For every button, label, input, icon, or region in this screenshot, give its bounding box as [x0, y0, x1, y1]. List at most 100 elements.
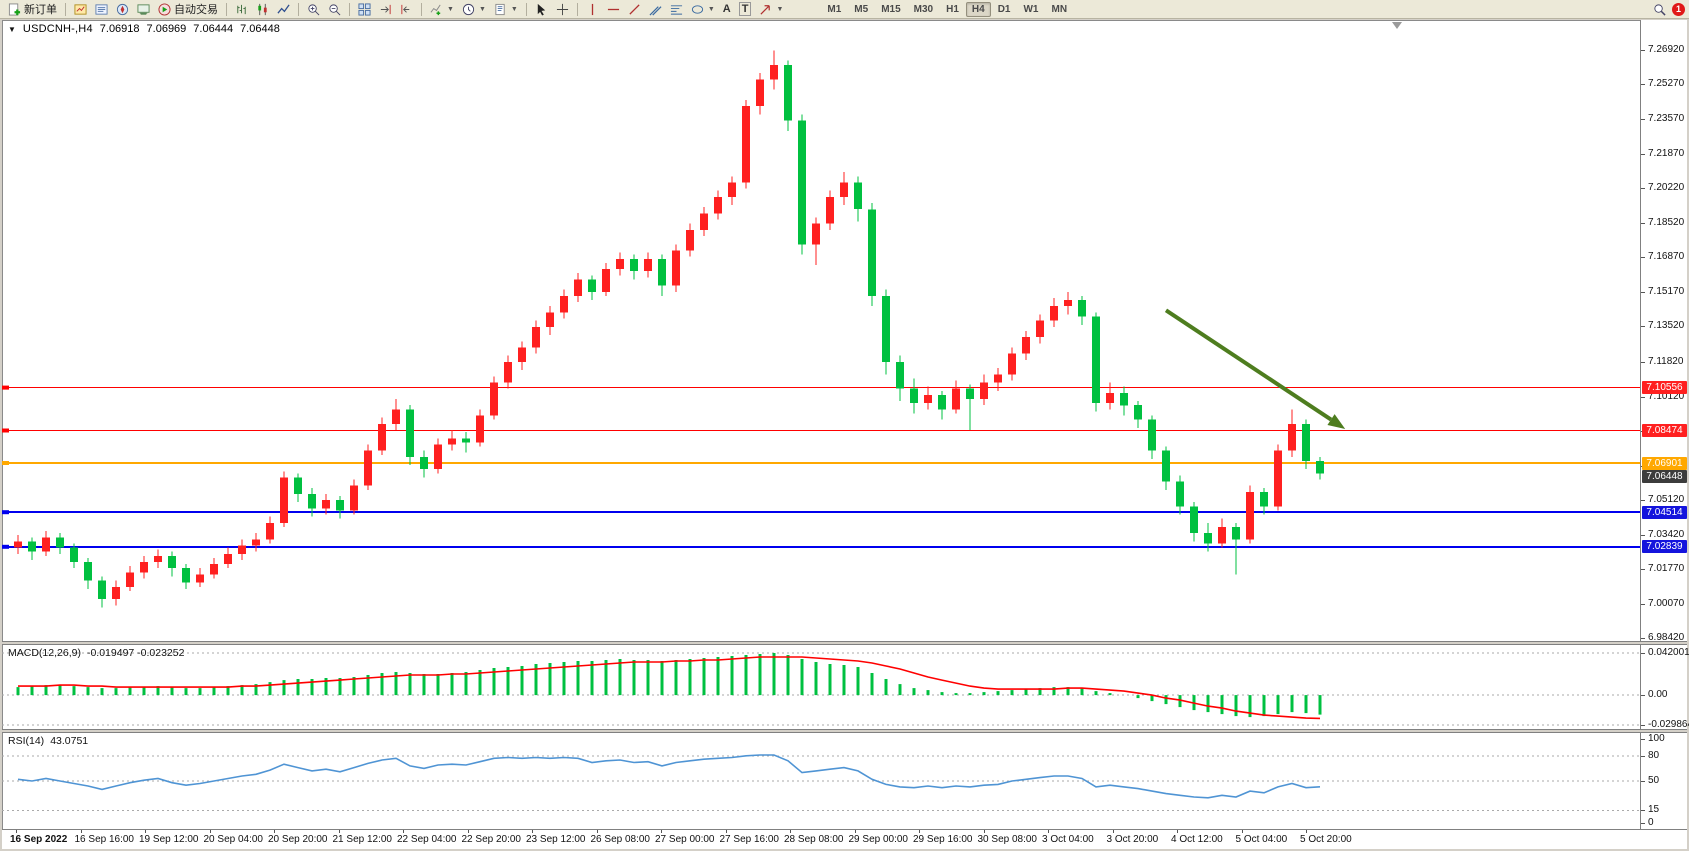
time-label: 3 Oct 20:00	[1106, 834, 1159, 845]
templates-button[interactable]: ▼	[490, 1, 522, 18]
price-axis[interactable]: 7.26920 7.25270 7.23570 7.21870 7.20220 7.185…	[1640, 20, 1689, 829]
timeframe-m30[interactable]: M30	[913, 3, 934, 15]
macd-tick-label: 0.042001	[1648, 647, 1689, 658]
time-tick	[983, 830, 985, 833]
rsi-tick	[1641, 823, 1645, 824]
price-tick	[1641, 603, 1645, 605]
trendline-icon	[629, 3, 640, 15]
timeframe-m1[interactable]: M1	[827, 3, 842, 15]
price-tag: 7.04514	[1642, 505, 1687, 519]
price-tick-label: 7.16870	[1648, 251, 1685, 263]
autotrading-button[interactable]: 自动交易	[154, 1, 222, 18]
data-window-icon	[95, 3, 108, 15]
price-tick-label: 7.00070	[1648, 597, 1685, 609]
timeframe-m5[interactable]: M5	[854, 3, 869, 15]
price-chart[interactable]	[2, 20, 1640, 641]
time-tick	[725, 830, 727, 833]
rsi-tick-label: 100	[1648, 733, 1665, 744]
channel-icon	[649, 5, 662, 15]
bar-chart-icon	[237, 4, 246, 14]
navigator-button[interactable]	[112, 1, 133, 18]
cursor-button[interactable]	[531, 1, 552, 18]
tile-windows-button[interactable]	[354, 1, 375, 18]
time-label: 23 Sep 12:00	[526, 834, 586, 845]
candlestick-button[interactable]	[252, 1, 273, 18]
auto-scroll-button[interactable]	[375, 1, 396, 18]
vertical-line-button[interactable]	[582, 1, 603, 18]
rsi-tick	[1641, 755, 1645, 757]
price-tick	[1641, 396, 1645, 398]
line-chart-button[interactable]	[273, 1, 294, 18]
search-icon[interactable]	[1653, 3, 1666, 16]
rsi-label: RSI(14) 43.0751	[8, 735, 88, 747]
price-tick	[1641, 568, 1645, 570]
timeframe-d1[interactable]: D1	[997, 3, 1011, 15]
price-tick-label: 7.10120	[1648, 390, 1685, 402]
notification-badge[interactable]: 1	[1672, 2, 1685, 16]
zoom-in-icon	[308, 3, 320, 15]
chart-shift-button[interactable]	[396, 1, 417, 18]
fibonacci-button[interactable]	[666, 1, 687, 18]
rsi-name: RSI(14)	[8, 735, 45, 747]
zoom-in-button[interactable]	[303, 1, 324, 18]
text-tool-button[interactable]: A	[719, 1, 735, 18]
time-label: 5 Oct 20:00	[1300, 834, 1352, 845]
label-tool-button[interactable]: T	[735, 1, 756, 18]
price-tag: 7.02839	[1642, 540, 1687, 554]
navigator-icon	[116, 3, 129, 15]
new-order-button[interactable]: 新订单	[4, 1, 61, 18]
timeframe-w1[interactable]: W1	[1023, 3, 1039, 15]
time-label: 21 Sep 12:00	[332, 834, 393, 845]
rsi-tick	[1641, 781, 1645, 782]
macd-tick-label: -0.029864	[1648, 719, 1689, 730]
price-tick	[1641, 499, 1645, 501]
rsi-panel[interactable]	[2, 733, 1640, 829]
timeframe-mn[interactable]: MN	[1051, 3, 1068, 15]
time-tick	[661, 830, 662, 833]
dropdown-caret-icon: ▼	[510, 5, 518, 13]
toolbar-separator	[576, 2, 578, 16]
time-tick	[145, 830, 146, 833]
ohlc-close: 7.06448	[240, 23, 280, 35]
auto-scroll-icon	[380, 4, 391, 14]
panel-separator[interactable]	[2, 729, 1687, 733]
timeframe-h1[interactable]: H1	[946, 3, 959, 15]
autotrading-label: 自动交易	[174, 4, 218, 16]
trend-arrow-annotation	[1164, 308, 1333, 422]
dropdown-caret-icon: ▼	[707, 5, 715, 13]
collapse-ohlc-icon[interactable]: ▼	[8, 24, 16, 34]
macd-panel[interactable]	[2, 645, 1640, 729]
time-tick	[1112, 830, 1114, 833]
text-tool-label: A	[722, 3, 731, 15]
data-window-button[interactable]	[91, 1, 112, 18]
terminal-button[interactable]	[133, 1, 154, 18]
channel-button[interactable]	[645, 1, 666, 18]
market-watch-button[interactable]	[70, 1, 91, 18]
trendline-button[interactable]	[624, 1, 645, 18]
shapes-button[interactable]: ▼	[687, 1, 719, 18]
time-label: 19 Sep 12:00	[139, 834, 199, 845]
arrows-icon	[760, 4, 771, 15]
rsi-tick-label: 15	[1648, 804, 1660, 816]
ohlc-open: 7.06918	[99, 23, 140, 35]
price-tag: 7.08474	[1642, 424, 1687, 437]
arrows-tool-button[interactable]: ▼	[755, 1, 787, 18]
horizontal-line-button[interactable]	[603, 1, 624, 18]
timeframe-h4[interactable]: H4	[965, 1, 991, 17]
timeframe-m15[interactable]: M15	[881, 3, 901, 15]
periods-button[interactable]: ▼	[458, 1, 490, 18]
indicators-button[interactable]: ▼	[426, 1, 458, 18]
time-label: 20 Sep 20:00	[268, 834, 328, 845]
price-tick	[1641, 361, 1645, 363]
time-tick	[338, 830, 340, 833]
zoom-out-button[interactable]	[324, 1, 345, 18]
time-label: 20 Sep 04:00	[203, 834, 264, 845]
time-axis[interactable]: 16 Sep 2022 16 Sep 16:00 19 Sep 12:00 20 Se…	[2, 829, 1687, 849]
toolbar-right: 1	[1653, 2, 1685, 16]
panel-separator[interactable]	[2, 641, 1687, 645]
templates-icon	[495, 3, 505, 15]
chart-shift-marker	[1392, 22, 1402, 29]
crosshair-button[interactable]	[552, 1, 573, 18]
autotrading-icon	[158, 2, 171, 16]
bar-chart-button[interactable]	[231, 1, 252, 18]
